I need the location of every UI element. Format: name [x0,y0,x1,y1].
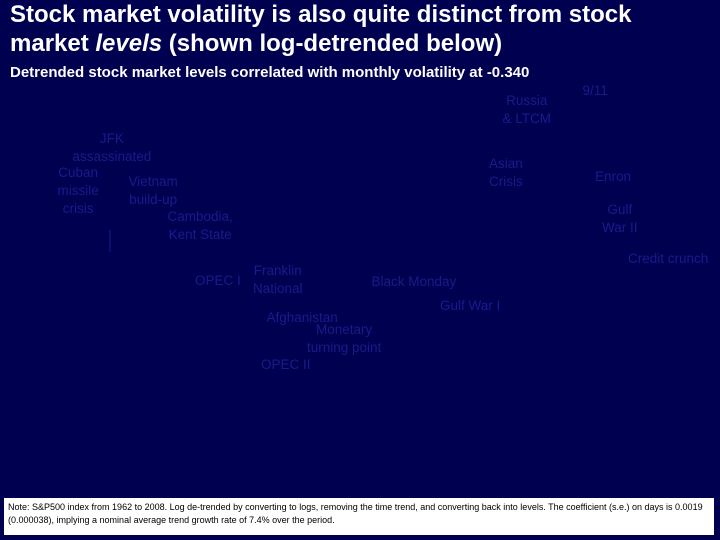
chart-annotation: Franklin National [253,263,303,296]
volatility-chart: 9/11 Russia & LTCM JFK assassinated Cuban miss… [0,80,720,496]
footnote: Note: S&P500 index from 1962 to 2008. Lo… [4,498,714,535]
title-text-part2: (shown log-detrended below) [162,30,503,57]
chart-annotation: Afghanistan [266,310,338,325]
chart-annotation: Russia & LTCM [502,93,552,126]
chart-annotation: Credit crunch [628,251,709,266]
chart-annotation: Vietnam build-up [128,174,178,207]
chart-annotation: Asian Crisis [489,156,523,189]
chart-annotation: Enron [595,169,632,184]
chart-svg [109,230,111,252]
chart-annotation: 9/11 [582,83,608,98]
chart-annotation: Monetary turning point [307,322,382,355]
chart-annotation: OPEC I [195,273,241,288]
chart-annotation: Gulf War II [602,202,638,235]
chart-annotation: OPEC II [261,357,311,372]
title-text-part1: Stock market volatility is also quite di… [10,1,632,57]
chart-annotation: Cuban missile crisis [57,165,99,216]
chart-annotation: Black Monday [371,274,457,289]
title-text-italic: levels [95,30,163,57]
slide-title: Stock market volatility is also quite di… [10,0,715,58]
chart-annotation: JFK assassinated [72,131,152,164]
chart-annotation: Gulf War I [440,298,501,313]
slide-subtitle: Detrended stock market levels correlated… [10,64,530,81]
chart-annotation: Cambodia, Kent State [167,209,233,242]
